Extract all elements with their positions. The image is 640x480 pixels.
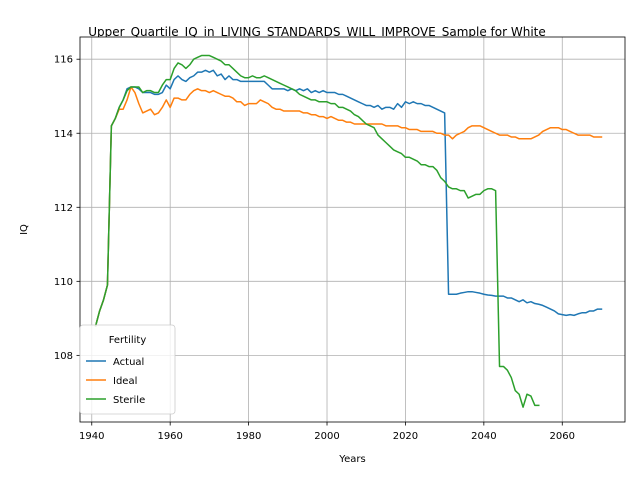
series-line-ideal	[94, 86, 603, 327]
x-tick-label: 2060	[550, 431, 575, 442]
legend: Fertility Actual Ideal Sterile	[79, 324, 176, 415]
legend-box	[79, 324, 176, 415]
x-tick-label: 1980	[236, 431, 261, 442]
chart-title: Upper_Quartile_IQ_in_LIVING_STANDARDS_WI…	[88, 25, 553, 39]
series-line-actual	[94, 69, 603, 327]
series-line-sterile	[94, 54, 540, 408]
legend-label-ideal: Ideal	[113, 376, 137, 387]
x-tick-label: 2000	[314, 431, 339, 442]
y-tick-label: 112	[54, 203, 73, 214]
x-tick-label: 2020	[393, 431, 418, 442]
y-tick-label: 114	[54, 129, 73, 140]
x-tick-label: 1960	[157, 431, 182, 442]
x-tick-label: 1940	[79, 431, 104, 442]
plot-frame	[79, 36, 626, 423]
y-tick-label: 108	[54, 351, 73, 362]
y-tick-label: 110	[54, 277, 73, 288]
legend-label-actual: Actual	[113, 357, 144, 368]
grid-lines	[80, 37, 625, 422]
legend-title: Fertility	[109, 335, 147, 346]
x-tick-label: 2040	[471, 431, 496, 442]
axis-ticks: 1940 1960 1980 2000 2020 2040 2060 108 110 112 114…	[54, 55, 575, 442]
y-axis-label: IQ	[19, 224, 30, 235]
y-tick-label: 116	[54, 55, 73, 66]
legend-label-sterile: Sterile	[113, 395, 145, 406]
series-lines	[94, 54, 603, 408]
x-axis-label: Years	[338, 454, 365, 465]
